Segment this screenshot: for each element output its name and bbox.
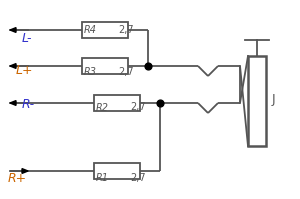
Text: R2: R2 <box>96 103 109 113</box>
Bar <box>248 56 266 146</box>
Polygon shape <box>10 28 16 32</box>
Text: L+: L+ <box>16 63 34 76</box>
Text: 2,7: 2,7 <box>118 25 134 35</box>
Text: R-: R- <box>22 98 35 110</box>
Text: R1: R1 <box>96 173 109 183</box>
Bar <box>82 22 128 38</box>
Polygon shape <box>22 169 28 173</box>
Text: 2,7: 2,7 <box>118 67 134 77</box>
Bar <box>94 163 140 179</box>
Text: R4: R4 <box>84 25 97 35</box>
Polygon shape <box>10 64 16 68</box>
Text: J: J <box>272 94 276 106</box>
Text: L-: L- <box>22 31 32 45</box>
Text: R+: R+ <box>8 172 27 184</box>
Text: 2,7: 2,7 <box>130 173 146 183</box>
Bar <box>94 95 140 111</box>
Text: 2,7: 2,7 <box>130 102 146 112</box>
Text: R3: R3 <box>84 67 97 77</box>
Bar <box>82 58 128 74</box>
Polygon shape <box>10 101 16 105</box>
